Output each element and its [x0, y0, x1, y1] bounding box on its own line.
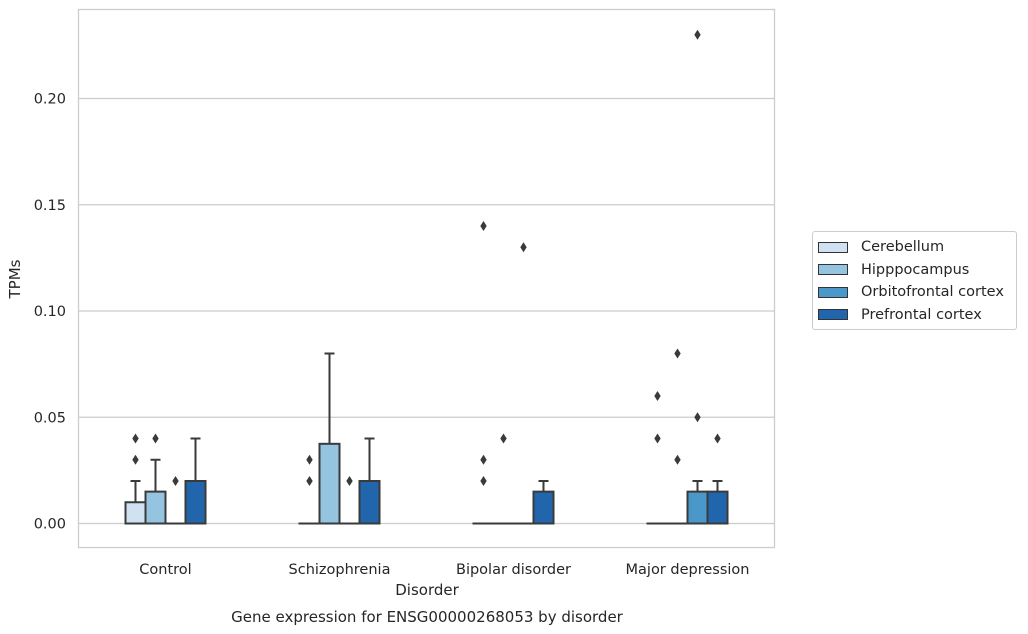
- box: [318, 442, 341, 525]
- outlier-point: [520, 242, 527, 253]
- legend-label: Cerebellum: [861, 239, 945, 256]
- y-tick-label: 0.20: [34, 92, 66, 108]
- outlier-point: [714, 433, 721, 444]
- x-axis-label: Disorder: [395, 581, 459, 599]
- outlier-point: [654, 391, 661, 401]
- legend-label: Prefrontal cortex: [861, 306, 982, 323]
- outlier-point: [480, 454, 487, 465]
- x-tick-label: Control: [139, 562, 191, 578]
- outlier-point: [306, 454, 313, 465]
- x-tick-label: Schizophrenia: [289, 562, 391, 578]
- x-tick-labels: Control Schizophrenia Bipolar disorder Majo…: [139, 562, 749, 578]
- y-axis-label: TPMs: [6, 259, 24, 299]
- y-tick-label: 0.10: [34, 304, 66, 320]
- legend-item: Prefrontal cortex: [813, 304, 1016, 327]
- legend-item: Hipppocampus: [813, 259, 1016, 282]
- outlier-point: [500, 433, 507, 444]
- outlier-point: [172, 476, 179, 486]
- box-series: [124, 29, 729, 525]
- y-tick-label: 0.15: [34, 198, 66, 214]
- legend-swatch: [818, 286, 848, 298]
- outlier-point: [152, 433, 159, 444]
- outlier-point: [694, 29, 701, 40]
- legend-swatch: [818, 264, 848, 276]
- plot-frame: [77, 8, 776, 549]
- legend-swatch: [818, 241, 848, 253]
- outlier-point: [674, 348, 681, 359]
- outlier-point: [654, 433, 661, 444]
- box: [532, 490, 555, 525]
- legend-label: Hipppocampus: [861, 261, 970, 278]
- legend-swatch: [818, 309, 848, 321]
- legend-item: Cerebellum: [813, 236, 1016, 259]
- outlier-point: [480, 476, 487, 486]
- outlier-point: [694, 412, 701, 423]
- plot-area: [78, 9, 775, 548]
- legend-item: Orbitofrontal cortex: [813, 281, 1016, 304]
- chart-title: Gene expression for ENSG00000268053 by d…: [231, 608, 624, 626]
- box: [124, 501, 147, 525]
- outlier-point: [306, 476, 313, 486]
- y-tick-labels: 0.00 0.05 0.10 0.15 0.20: [34, 92, 66, 533]
- outlier-point: [132, 454, 139, 465]
- box: [184, 480, 207, 525]
- box: [144, 490, 167, 525]
- box: [686, 490, 709, 525]
- y-tick-label: 0.05: [34, 410, 66, 426]
- box: [358, 480, 381, 525]
- legend: Cerebellum Hipppocampus Orbitofrontal cort…: [812, 231, 1017, 330]
- outlier-point: [674, 454, 681, 465]
- legend-label: Orbitofrontal cortex: [861, 284, 1004, 301]
- box: [706, 490, 729, 525]
- outlier-point: [132, 433, 139, 444]
- x-tick-label: Major depression: [626, 562, 750, 578]
- outlier-point: [346, 476, 353, 486]
- y-tick-label: 0.00: [34, 517, 66, 533]
- x-tick-label: Bipolar disorder: [456, 562, 571, 578]
- outlier-point: [480, 221, 487, 231]
